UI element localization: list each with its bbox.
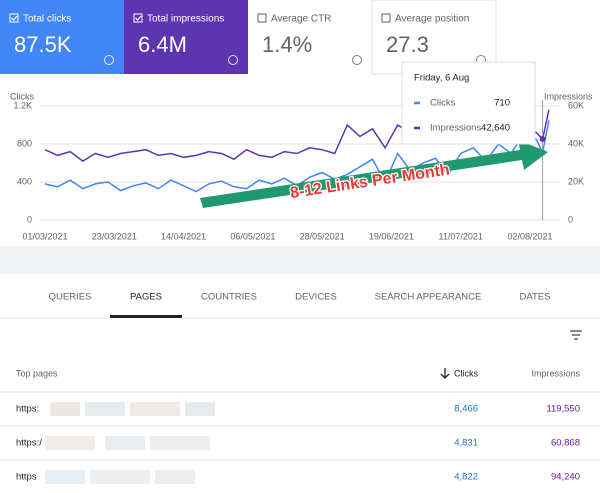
impressions-cell: 94,240 xyxy=(551,472,580,483)
tab[interactable]: PAGES xyxy=(130,292,162,303)
metric-label: Average position xyxy=(395,14,469,25)
table-header[interactable]: Clicks xyxy=(454,368,478,378)
metric-value: 27.3 xyxy=(386,32,429,57)
page-url[interactable]: https:/ xyxy=(16,438,42,449)
tab[interactable]: DEVICES xyxy=(295,292,337,303)
tab-indicator xyxy=(110,315,182,318)
tooltip-name: Impressions xyxy=(430,123,481,134)
metric-value: 6.4M xyxy=(138,32,187,57)
divider-band xyxy=(0,246,600,274)
tooltip-title: Friday, 6 Aug xyxy=(414,73,469,84)
x-tick-label: 06/05/2021 xyxy=(230,231,275,241)
annotation-arrow xyxy=(200,140,548,208)
checkbox[interactable] xyxy=(257,13,267,23)
series-line xyxy=(44,120,550,193)
clicks-cell: 8,466 xyxy=(454,404,478,415)
card-bg[interactable] xyxy=(248,0,372,74)
check xyxy=(135,15,142,21)
y2-tick-label: 60K xyxy=(568,100,584,110)
y-tick-label: 400 xyxy=(17,176,32,186)
clicks-cell: 4,831 xyxy=(454,438,478,449)
card-bg[interactable] xyxy=(0,0,124,74)
card-bg[interactable] xyxy=(124,0,248,74)
help-icon xyxy=(104,55,114,65)
page-url[interactable]: https: xyxy=(16,404,39,415)
y2-tick-label: 40K xyxy=(568,138,584,148)
tab[interactable]: QUERIES xyxy=(49,292,92,303)
sort-icon[interactable] xyxy=(440,368,450,379)
impressions-cell: 119,550 xyxy=(546,404,580,415)
tooltip-box xyxy=(401,61,536,145)
tab[interactable]: COUNTRIES xyxy=(201,292,257,303)
page-url[interactable]: https xyxy=(16,472,37,483)
tab[interactable]: SEARCH APPEARANCE xyxy=(375,292,482,303)
x-tick-label: 23/03/2021 xyxy=(92,231,137,241)
y2-tick-label: 0 xyxy=(568,214,573,224)
y-tick-label: 1.2K xyxy=(13,100,32,110)
checkbox[interactable] xyxy=(9,13,19,23)
filter-icon[interactable] xyxy=(570,330,582,340)
y2-tick-label: 20K xyxy=(568,176,584,186)
y-tick-label: 800 xyxy=(17,138,32,148)
x-tick-label: 19/06/2021 xyxy=(369,231,414,241)
hover-dot xyxy=(539,135,546,142)
blurred-url xyxy=(45,402,215,484)
metric-value: 87.5K xyxy=(14,32,72,57)
impressions-cell: 60,868 xyxy=(551,438,580,449)
x-tick-label: 01/03/2021 xyxy=(22,231,67,241)
metric-label: Total impressions xyxy=(147,14,224,25)
y2-axis-label: Impressions xyxy=(544,91,593,101)
metric-value: 1.4% xyxy=(262,32,312,57)
metric-label: Average CTR xyxy=(271,14,331,25)
clicks-cell: 4,822 xyxy=(454,472,478,483)
metric-label: Total clicks xyxy=(23,14,71,25)
x-tick-label: 28/05/2021 xyxy=(300,231,345,241)
annotation: 8-12 Links Per Month xyxy=(289,161,451,202)
help-icon xyxy=(228,55,238,65)
y-tick-label: 0 xyxy=(27,214,32,224)
x-tick-label: 11/07/2021 xyxy=(439,231,483,241)
checkbox[interactable] xyxy=(133,13,143,23)
tooltip-name: Clicks xyxy=(430,98,456,109)
y-axis-label: Clicks xyxy=(10,91,34,101)
checkbox[interactable] xyxy=(381,13,391,23)
check xyxy=(11,15,18,21)
table-header: Top pages xyxy=(16,368,58,378)
table-header[interactable]: Impressions xyxy=(531,368,580,378)
tab[interactable]: DATES xyxy=(520,292,551,303)
tooltip: Friday, 6 Aug Clicks 710 Impressions 42,640 xyxy=(401,61,536,145)
tooltip-value: 42,640 xyxy=(481,123,510,134)
x-tick-label: 02/08/2021 xyxy=(507,231,552,241)
tooltip-value: 710 xyxy=(494,98,510,109)
x-tick-label: 14/04/2021 xyxy=(161,231,206,241)
help-icon xyxy=(352,55,362,65)
